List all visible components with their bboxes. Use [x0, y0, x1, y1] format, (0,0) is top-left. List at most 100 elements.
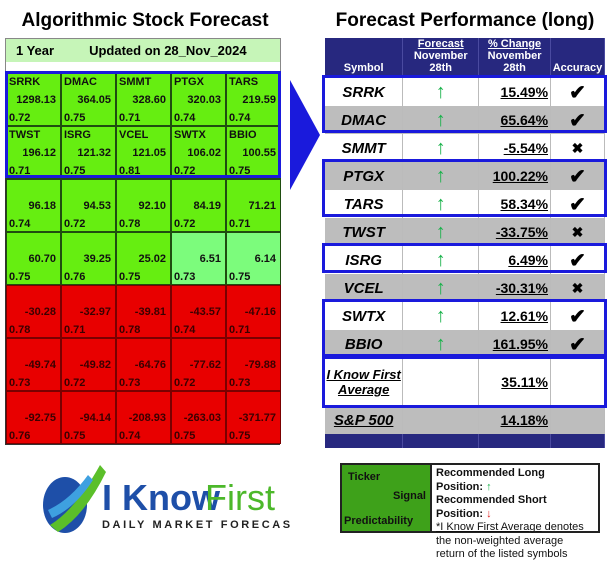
cell-predictability: 0.71	[229, 324, 251, 336]
cell-predictability: 0.78	[9, 324, 31, 336]
checkmark-icon: ✔	[550, 162, 605, 190]
right-title: Forecast Performance (long)	[335, 10, 595, 31]
table-row: DMAC ↑ 65.64% ✔	[325, 106, 605, 134]
legend-predictability: Predictability	[344, 515, 414, 527]
cell-signal: 94.53	[83, 200, 111, 212]
forecast-cell: SRRK 1298.13 0.72	[6, 73, 61, 126]
forecast-cell: SMMT 328.60 0.71	[116, 73, 171, 126]
cell-signal: -39.81	[134, 306, 166, 318]
cell-predictability: 0.74	[229, 112, 251, 124]
row-symbol: TWST	[325, 218, 404, 246]
checkmark-icon: ✔	[550, 78, 605, 106]
cell-ticker: VCEL	[119, 129, 149, 141]
cell-signal: 121.32	[77, 147, 111, 159]
cell-signal: 84.19	[193, 200, 221, 212]
cell-predictability: 0.75	[229, 430, 251, 442]
forecast-cell: -47.16 0.71	[226, 285, 281, 338]
row-change: 6.49%	[478, 246, 552, 274]
forecast-cell: 71.21 0.71	[226, 179, 281, 232]
forecast-cell: 92.10 0.78	[116, 179, 171, 232]
cell-predictability: 0.75	[229, 165, 251, 177]
cell-signal: 364.05	[77, 94, 111, 106]
cell-signal: -94.14	[79, 412, 111, 424]
row-symbol: ISRG	[325, 246, 404, 274]
cell-signal: 39.25	[83, 253, 111, 265]
cell-predictability: 0.72	[174, 218, 196, 230]
forecast-cell: 84.19 0.72	[171, 179, 226, 232]
forecast-cell: -94.14 0.75	[61, 391, 116, 444]
legend-note-link: *I Know First Average	[436, 521, 542, 533]
row-change: 100.22%	[478, 162, 552, 190]
cell-predictability: 0.75	[9, 271, 31, 283]
forecast-cell: -39.81 0.78	[116, 285, 171, 338]
updated-label: Updated on 28_Nov_2024	[89, 43, 247, 58]
cell-predictability: 0.81	[119, 165, 141, 177]
cross-icon: ✖	[550, 274, 605, 302]
cross-icon: ✖	[550, 218, 605, 246]
empty	[402, 406, 480, 434]
logo-swoosh-icon: I Know First Daily Market Forecast	[43, 465, 299, 533]
empty	[402, 358, 480, 406]
forecast-header: Forecast	[417, 38, 464, 50]
cell-signal: -92.75	[24, 412, 56, 424]
forecast-cell: 6.14 0.75	[226, 232, 281, 285]
forecast-cell: BBIO 100.55 0.75	[226, 126, 281, 179]
cell-signal: -371.77	[238, 412, 276, 424]
arrow-down-icon: ↓	[486, 507, 492, 520]
table-row: SRRK ↑ 15.49% ✔	[325, 78, 605, 106]
forecast-date: November 28th	[413, 50, 468, 74]
cell-signal: 320.03	[187, 94, 221, 106]
row-symbol: PTGX	[325, 162, 404, 190]
cell-signal: -79.88	[244, 359, 276, 371]
arrow-up-icon: ↑	[402, 190, 480, 218]
forecast-cell: -64.76 0.73	[116, 338, 171, 391]
cell-predictability: 0.75	[64, 430, 86, 442]
average-label: I Know First Average	[325, 358, 404, 406]
forecast-cell: -208.93 0.74	[116, 391, 171, 444]
average-change: 35.11%	[478, 358, 552, 406]
forecast-cell: DMAC 364.05 0.75	[61, 73, 116, 126]
row-symbol: TARS	[325, 190, 404, 218]
empty	[550, 406, 605, 434]
cell-predictability: 0.75	[64, 112, 86, 124]
cell-predictability: 0.72	[174, 165, 196, 177]
forecast-cell: 96.18 0.74	[6, 179, 61, 232]
row-symbol: SWTX	[325, 302, 404, 330]
arrow-up-icon: ↑	[402, 218, 480, 246]
checkmark-icon: ✔	[550, 246, 605, 274]
row-change: -5.54%	[478, 134, 552, 162]
row-change: -30.31%	[478, 274, 552, 302]
change-date: November 28th	[487, 50, 542, 74]
cell-predictability: 0.76	[64, 271, 86, 283]
table-row: TARS ↑ 58.34% ✔	[325, 190, 605, 218]
sp500-row: S&P 500 14.18%	[325, 406, 605, 434]
cell-ticker: SRRK	[9, 76, 41, 88]
logo-tagline: Daily Market Forecast	[102, 519, 290, 531]
cell-signal: 60.70	[28, 253, 56, 265]
table-row: BBIO ↑ 161.95% ✔	[325, 330, 605, 358]
row-change: 58.34%	[478, 190, 552, 218]
cell-signal: 6.51	[199, 253, 221, 265]
cell-predictability: 0.72	[174, 377, 196, 389]
cell-signal: -32.97	[79, 306, 111, 318]
cell-signal: 196.12	[22, 147, 56, 159]
cell-predictability: 0.73	[229, 377, 251, 389]
cell-signal: 1298.13	[16, 94, 56, 106]
cell-predictability: 0.72	[9, 112, 31, 124]
logo-name-1: I Know	[102, 477, 221, 518]
cell-predictability: 0.74	[119, 430, 141, 442]
chevron-arrow-icon	[290, 80, 320, 190]
forecast-cell: -32.97 0.71	[61, 285, 116, 338]
legend-short: Recommended Short Position:	[436, 494, 547, 520]
cell-predictability: 0.73	[119, 377, 141, 389]
arrow-up-icon: ↑	[402, 106, 480, 134]
table-row: SWTX ↑ 12.61% ✔	[325, 302, 605, 330]
checkmark-icon: ✔	[550, 106, 605, 134]
average-row: I Know First Average 35.11%	[325, 358, 605, 406]
sp500-label: S&P 500	[325, 406, 404, 434]
checkmark-icon: ✔	[550, 190, 605, 218]
change-header: % Change	[487, 38, 542, 50]
cell-signal: 100.55	[242, 147, 276, 159]
cell-ticker: SMMT	[119, 76, 152, 88]
horizon-label: 1 Year	[16, 43, 55, 58]
